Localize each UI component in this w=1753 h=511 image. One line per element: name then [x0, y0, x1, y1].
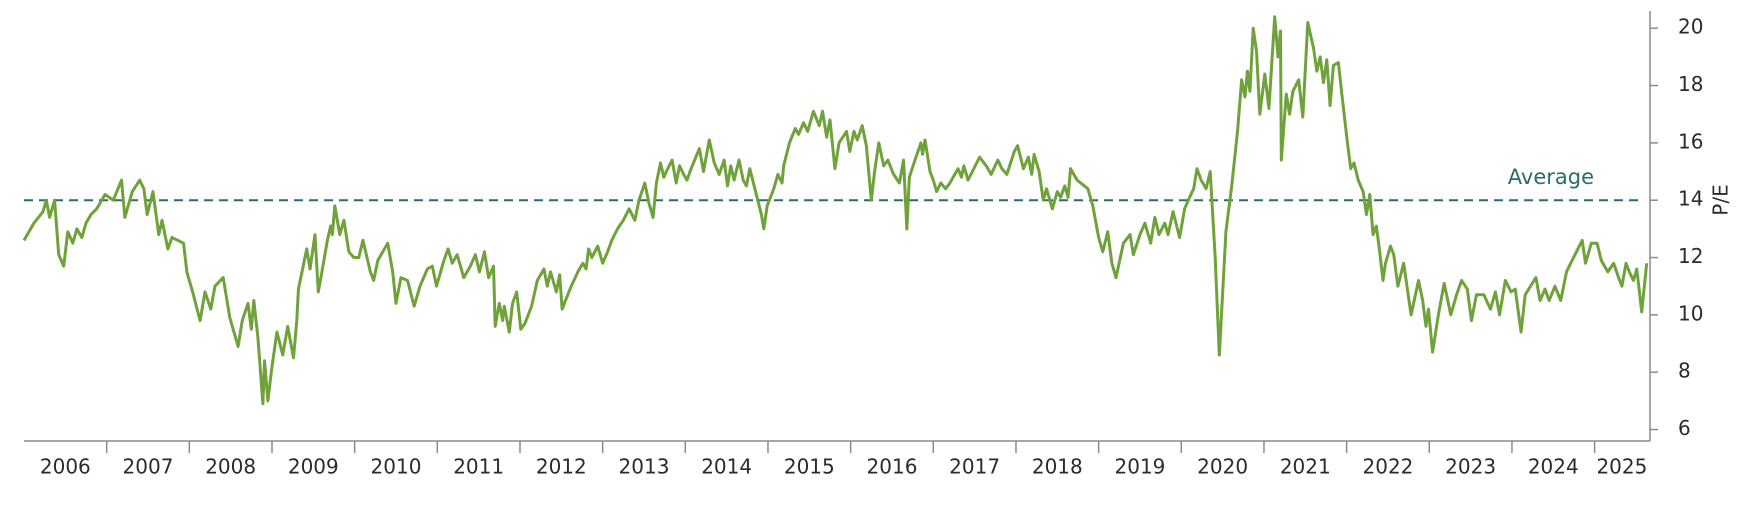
y-tick-label: 10 — [1678, 301, 1703, 325]
x-tick-label: 2019 — [1115, 455, 1166, 479]
x-tick-label: 2011 — [453, 455, 504, 479]
x-tick-label: 2015 — [784, 455, 835, 479]
x-tick-label: 2024 — [1528, 455, 1579, 479]
x-tick-label: 2023 — [1445, 455, 1496, 479]
x-tick-label: 2013 — [619, 455, 670, 479]
y-tick-label: 12 — [1678, 244, 1703, 268]
y-tick-label: 20 — [1678, 15, 1703, 39]
x-tick-label: 2009 — [288, 455, 339, 479]
pe-line — [22, 15, 1649, 406]
x-tick-label: 2022 — [1363, 455, 1414, 479]
x-tick-label: 2025 — [1596, 455, 1647, 479]
y-tick-label: 16 — [1678, 129, 1703, 153]
x-tick-label: 2021 — [1280, 455, 1331, 479]
x-tick-label: 2008 — [205, 455, 256, 479]
x-tick-label: 2012 — [536, 455, 587, 479]
x-tick-label: 2016 — [867, 455, 918, 479]
x-tick-label: 2018 — [1032, 455, 1083, 479]
y-tick-label: 6 — [1678, 416, 1691, 440]
y-axis-label: P/E — [1709, 184, 1733, 215]
y-tick-label: 14 — [1678, 187, 1703, 211]
y-tick-label: 8 — [1678, 359, 1691, 383]
x-tick-label: 2007 — [123, 455, 174, 479]
average-label: Average — [1508, 165, 1594, 189]
x-tick-label: 2014 — [701, 455, 752, 479]
x-tick-label: 2017 — [949, 455, 1000, 479]
x-tick-label: 2020 — [1197, 455, 1248, 479]
x-tick-label: 2010 — [371, 455, 422, 479]
x-tick-label: 2006 — [40, 455, 91, 479]
y-tick-label: 18 — [1678, 72, 1703, 96]
